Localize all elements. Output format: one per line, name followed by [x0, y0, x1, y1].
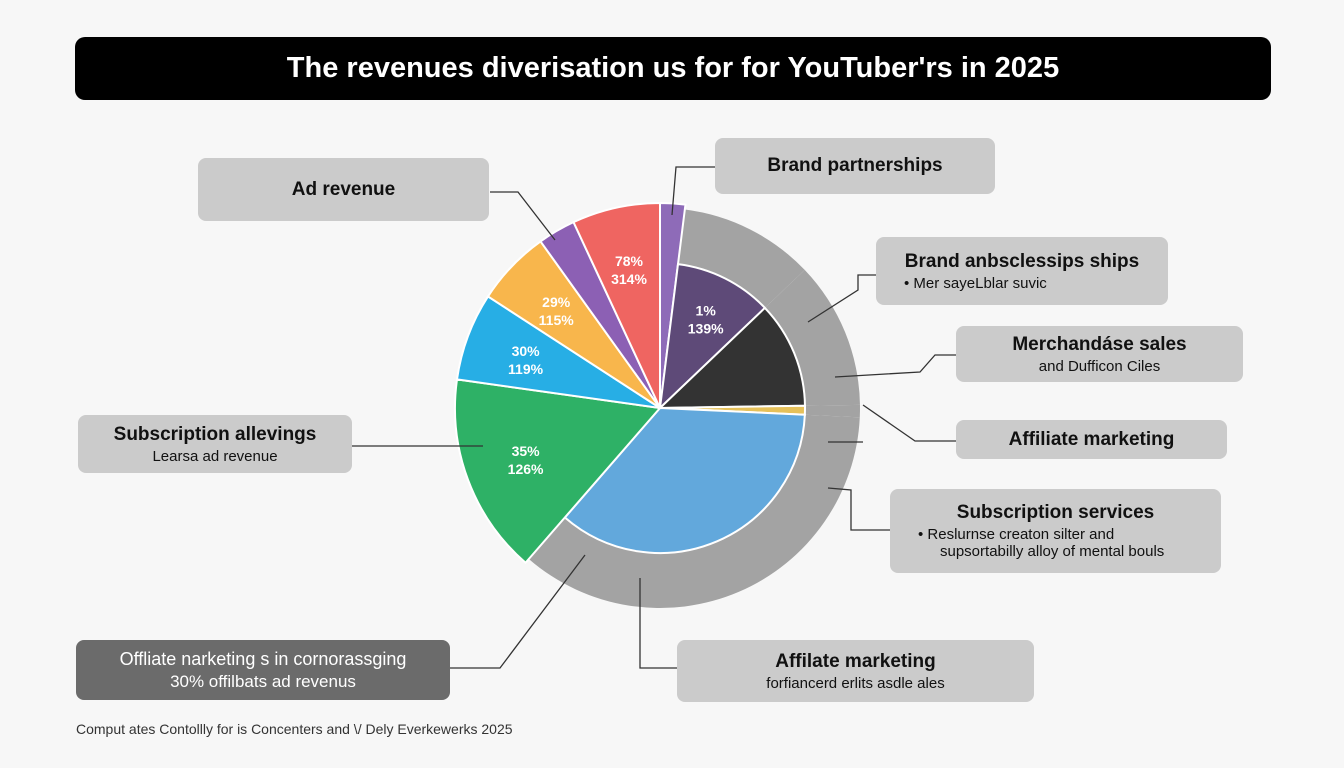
leader-line: [807, 274, 876, 323]
callout-heading: Brand anbsclessips ships: [904, 250, 1140, 272]
leader-line: [827, 487, 890, 531]
callout-brand-sub: Brand anbsclessips ships • Mer sayeLblar…: [876, 237, 1168, 305]
callout-subscription-services: Subscription services • Reslurnse creato…: [890, 489, 1221, 573]
leader-lines: [352, 166, 956, 669]
slice-data-label: 119%: [508, 361, 544, 377]
callout-sub: Learsa ad revenue: [152, 447, 278, 465]
leader-line: [450, 554, 586, 669]
pie-slice: [572, 201, 661, 409]
callout-heading: Subscription allevings: [113, 423, 317, 445]
leader-line: [490, 191, 556, 241]
callout-brand-partnerships: Brand partnerships: [715, 138, 995, 194]
outer-ring-segment: [764, 269, 860, 406]
leader-line: [671, 166, 715, 216]
callout-merchandise: Merchandáse sales and Dufficon Ciles: [956, 326, 1243, 382]
pie-slice: [563, 406, 806, 554]
callout-heading: Merchandáse sales: [1012, 333, 1187, 355]
pie-slice: [454, 378, 662, 565]
callout-heading: Affilate marketing: [775, 650, 936, 672]
callout-affiliate: Affiliate marketing: [956, 420, 1227, 459]
callout-heading: Subscription services: [956, 502, 1155, 523]
leader-line: [639, 578, 677, 669]
chart-title: The revenues diverisation us for for You…: [75, 37, 1271, 100]
slice-data-label: 30%: [512, 343, 541, 359]
pie-slice: [657, 306, 806, 410]
callout-heading: Ad revenue: [291, 178, 396, 200]
slice-data-label: 78%: [615, 253, 644, 269]
leader-line: [862, 404, 956, 442]
callout-sub: • Mer sayeLblar suvic: [904, 274, 1047, 292]
callout-offiliate: Offliate narketing s in cornorassging 30…: [76, 640, 450, 700]
slice-data-label: 139%: [688, 320, 724, 336]
slice-data-label: 126%: [508, 461, 544, 477]
footer-source: Comput ates Contollly for is Concenters …: [76, 721, 513, 737]
callout-affiliate-bottom: Affilate marketing forfiancerd erlits as…: [677, 640, 1034, 702]
outer-ring-segment: [804, 404, 860, 418]
pie-slice: [658, 263, 767, 411]
callout-sub: • Reslurnse creaton silter and: [918, 526, 1115, 543]
slice-data-label: 1%: [696, 302, 717, 318]
callout-heading: Affiliate marketing: [1008, 428, 1175, 450]
callout-sub: forfiancerd erlits asdle ales: [766, 674, 945, 692]
callout-ad-revenue: Ad revenue: [198, 158, 489, 221]
slice-data-label: 35%: [512, 443, 541, 459]
slice-data-label: 115%: [539, 312, 575, 328]
outer-ring-segment: [528, 414, 860, 608]
callout-sub: supsortabilly alloy of mental bouls: [940, 543, 1165, 560]
outer-ring-segment: [677, 209, 805, 308]
slice-data-label: 29%: [542, 294, 571, 310]
callout-heading: Offliate narketing s in cornorassging: [119, 648, 407, 669]
callout-sub: 30% offilbats ad revenus: [170, 671, 356, 691]
leader-line: [834, 354, 956, 378]
callout-subscription-left: Subscription allevings Learsa ad revenue: [78, 415, 352, 473]
callout-heading: Brand partnerships: [767, 155, 943, 176]
slice-data-label: 314%: [611, 271, 647, 287]
callout-sub: and Dufficon Ciles: [1038, 357, 1161, 375]
